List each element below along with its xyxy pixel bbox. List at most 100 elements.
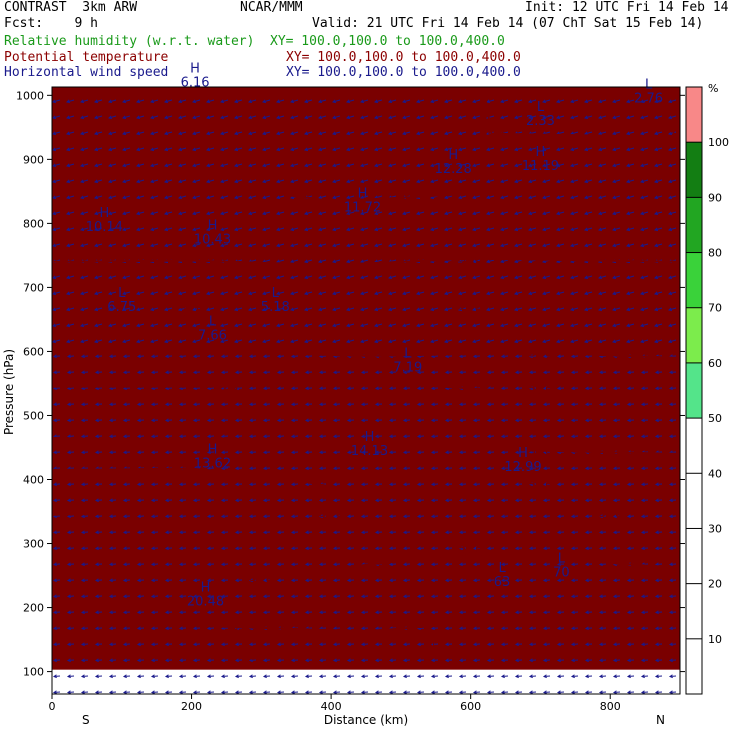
wind-arrow-head (668, 370, 673, 375)
wind-arrow-head (93, 179, 99, 184)
wind-arrow-head (317, 115, 323, 120)
wind-arrow-head (528, 562, 533, 567)
wind-arrow (472, 291, 481, 295)
wind-arrow (360, 211, 369, 215)
wind-arrow-head (248, 466, 253, 471)
wind-arrow (304, 227, 313, 231)
wind-arrow-head (373, 99, 379, 104)
wind-arrow-head (388, 530, 393, 535)
wind-arrow-head (401, 179, 407, 184)
wind-arrow (80, 211, 89, 215)
wind-arrow-head (303, 339, 309, 344)
wind-arrow-head (192, 626, 197, 631)
wind-arrow-head (304, 450, 309, 455)
wind-arrow (584, 147, 593, 151)
wind-arrow-head (500, 658, 505, 663)
wind-arrow (570, 291, 579, 295)
wind-arrow (80, 115, 89, 119)
wind-arrow (290, 275, 299, 279)
wind-arrow-head (500, 530, 505, 535)
wind-arrow-head (149, 227, 155, 232)
wind-arrow-head (653, 323, 659, 328)
wind-arrow-head (178, 402, 183, 407)
wind-arrow-head (416, 578, 421, 583)
wind-arrow (640, 163, 649, 167)
wind-arrow-head (52, 402, 57, 407)
wind-arrow-head (486, 642, 491, 647)
wind-arrow (360, 339, 369, 343)
wind-arrow-head (289, 179, 295, 184)
wind-arrow-head (94, 370, 99, 375)
wind-arrow-head (402, 594, 407, 599)
wind-arrow-head (443, 99, 449, 104)
wind-arrow-head (359, 307, 365, 312)
wind-arrow-head (612, 594, 617, 599)
wind-arrow-head (598, 498, 603, 503)
wind-arrow-head (374, 482, 379, 487)
wind-arrow-head (205, 339, 211, 344)
wind-arrow-head (178, 370, 183, 375)
wind-arrow (668, 339, 677, 343)
wind-arrow-head (233, 307, 239, 312)
wind-arrow-head (598, 674, 603, 679)
wind-arrow-head (499, 323, 505, 328)
wind-arrow-head (205, 195, 211, 200)
wind-arrow-head (163, 195, 169, 200)
wind-arrow-head (346, 610, 351, 615)
wind-arrow-head (583, 147, 589, 152)
wind-arrow-head (317, 307, 323, 312)
wind-arrow-head (276, 402, 281, 407)
wind-arrow-head (640, 498, 645, 503)
wind-arrow-head (332, 402, 337, 407)
wind-arrow-head (499, 211, 505, 216)
wind-arrow-head (290, 658, 295, 663)
wind-arrow-head (499, 99, 505, 104)
wind-arrow-head (65, 99, 71, 104)
wind-arrow-head (206, 450, 211, 455)
wind-arrow-head (485, 195, 491, 200)
wind-arrow-head (570, 482, 575, 487)
wind-arrow-head (192, 674, 197, 679)
wind-arrow-head (303, 259, 309, 264)
wind-arrow (514, 227, 523, 231)
wind-arrow-head (626, 690, 631, 694)
colorbar-bin-80 (686, 197, 702, 253)
wind-arrow-head (584, 546, 589, 551)
wind-arrow-head (485, 259, 491, 264)
header-init: Init: 12 UTC Fri 14 Feb 14 (525, 0, 729, 15)
wind-arrow-head (471, 195, 477, 200)
wind-arrow-head (136, 450, 141, 455)
wind-arrow-head (178, 690, 183, 694)
wind-arrow-head (388, 610, 393, 615)
wind-arrow (52, 211, 61, 215)
wind-arrow-head (108, 434, 113, 439)
wind-arrow (276, 195, 285, 199)
wind-arrow-head (332, 450, 337, 455)
wind-arrow-head (247, 179, 253, 184)
wind-arrow (668, 275, 677, 279)
wind-arrow-head (108, 418, 113, 423)
wind-arrow-head (164, 626, 169, 631)
wind-arrow (304, 307, 313, 311)
wind-arrow-head (345, 291, 351, 296)
wind-arrow-head (472, 466, 477, 471)
wind-arrow-head (500, 594, 505, 599)
colorbar-bin-70 (686, 252, 702, 308)
wind-arrow-head (611, 99, 617, 104)
wind-arrow-head (191, 163, 197, 168)
wind-arrow (318, 323, 327, 327)
wind-arrow (612, 275, 621, 279)
wind-arrow-head (66, 370, 71, 375)
wind-arrow-head (191, 179, 197, 184)
wind-arrow-head (598, 690, 603, 694)
wind-arrow (220, 211, 229, 215)
wind-arrow-head (556, 578, 561, 583)
field-rh-name: Relative humidity (w.r.t. water) (4, 34, 255, 49)
wind-arrow-head (584, 418, 589, 423)
wind-arrow-head (331, 179, 337, 184)
wind-arrow-head (107, 99, 113, 104)
wind-arrow (514, 339, 523, 343)
wind-arrow (528, 307, 537, 311)
wind-arrow-head (471, 339, 477, 344)
wind-arrow (262, 259, 271, 263)
